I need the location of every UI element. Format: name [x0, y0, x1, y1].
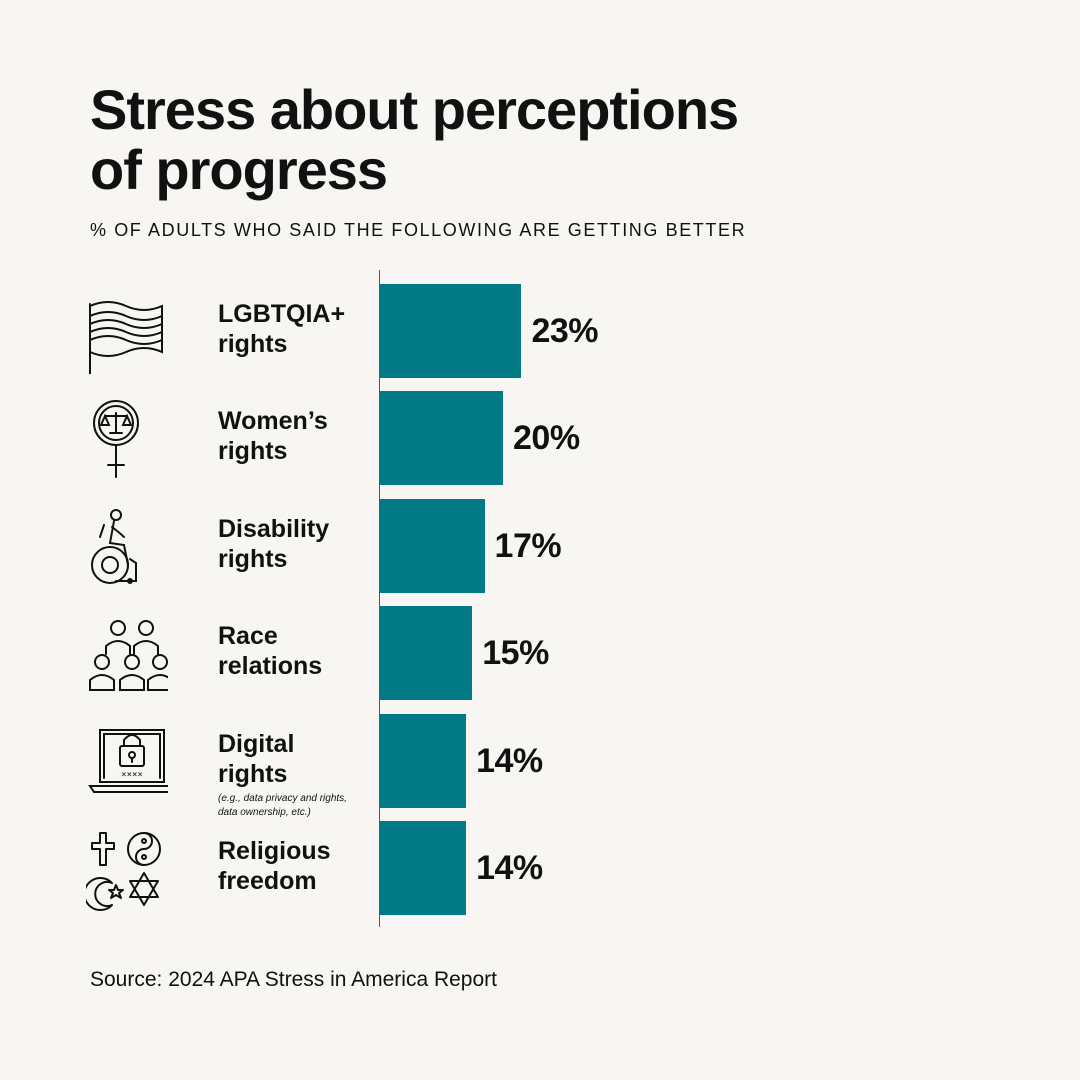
category-label-line: rights	[218, 544, 288, 573]
category-label-line: freedom	[218, 867, 317, 895]
chart-row: LGBTQIA+ rights 23%	[0, 284, 1080, 378]
category-axis-line	[379, 270, 380, 927]
category-footnote: (e.g., data privacy and rights, data own…	[218, 792, 388, 820]
bar	[380, 606, 473, 701]
data-label: 14%	[476, 849, 543, 887]
chart-row: ×××× Digital rights (e.g., data privacy an…	[0, 713, 1080, 818]
category-label: Disability rights	[218, 514, 329, 574]
category-label-line: rights	[218, 330, 288, 358]
bar	[380, 713, 467, 808]
bar	[380, 498, 485, 593]
wheelchair-icon	[86, 507, 168, 589]
chart-title: Stress about perceptions of progress	[90, 80, 990, 200]
chart-row: Disability rights 17%	[0, 498, 1080, 593]
chart-row: Race relations 15%	[0, 606, 1080, 701]
chart-title-line-2: of progress	[90, 138, 388, 201]
data-label: 23%	[531, 312, 598, 350]
bar	[380, 391, 503, 486]
data-label: 17%	[494, 526, 562, 565]
bar	[380, 821, 467, 915]
category-footnote-line: data ownership, etc.)	[218, 806, 311, 818]
chart-row: Women’s rights 20%	[0, 391, 1080, 486]
category-label-line: Digital	[218, 729, 295, 758]
female-justice-scales-icon	[86, 399, 168, 481]
category-label: LGBTQIA+ rights	[218, 299, 345, 359]
laptop-lock-icon: ××××	[86, 722, 168, 804]
category-label-line: Race	[218, 622, 278, 651]
data-label: 14%	[476, 741, 543, 780]
chart-title-line-1: Stress about perceptions	[90, 78, 739, 141]
category-label: Women’s rights	[218, 406, 328, 466]
category-label: Digital rights	[218, 729, 294, 789]
category-label-line: rights	[218, 759, 288, 788]
data-label: 15%	[482, 634, 549, 673]
source-note: Source: 2024 APA Stress in America Repor…	[90, 968, 497, 991]
category-label: Religious freedom	[218, 836, 331, 896]
flag-icon	[86, 292, 168, 374]
category-label-line: relations	[218, 652, 323, 681]
category-label: Race relations	[218, 621, 322, 681]
svg-text:××××: ××××	[121, 770, 143, 780]
chart-row: Religious freedom 14%	[0, 821, 1080, 915]
category-footnote-line: (e.g., data privacy and rights,	[218, 792, 347, 804]
data-label: 20%	[513, 419, 580, 458]
category-label-line: Women’s	[218, 407, 328, 436]
category-label-line: rights	[218, 437, 288, 466]
religious-symbols-icon	[86, 829, 168, 911]
category-label-line: LGBTQIA+	[218, 300, 346, 328]
category-label-line: Religious	[218, 837, 331, 865]
bar	[380, 284, 522, 378]
people-group-icon	[86, 614, 168, 696]
category-label-line: Disability	[218, 514, 330, 543]
chart-subtitle: % OF ADULTS WHO SAID THE FOLLOWING ARE G…	[90, 220, 747, 240]
